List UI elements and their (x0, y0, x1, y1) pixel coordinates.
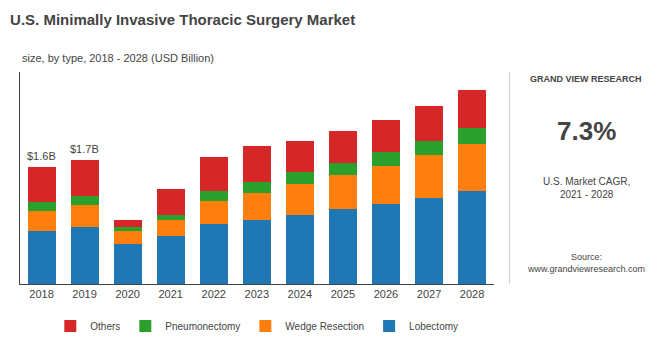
svg-text:Pneumonectomy: Pneumonectomy (165, 321, 240, 332)
svg-text:U.S. Minimally Invasive Thorac: U.S. Minimally Invasive Thoracic Surgery… (10, 11, 355, 28)
svg-text:Lobectomy: Lobectomy (409, 321, 458, 332)
svg-text:2024: 2024 (288, 288, 312, 300)
svg-text:$1.7B: $1.7B (70, 143, 99, 155)
svg-text:size, by type, 2018 - 2028 (US: size, by type, 2018 - 2028 (USD Billion) (22, 52, 214, 64)
svg-text:2026: 2026 (374, 288, 398, 300)
svg-text:U.S. Market CAGR,2021 - 2028: U.S. Market CAGR,2021 - 2028 (543, 176, 630, 200)
svg-text:GRAND VIEW RESEARCH: GRAND VIEW RESEARCH (530, 74, 642, 84)
svg-text:2028: 2028 (460, 288, 484, 300)
svg-text:7.3%: 7.3% (557, 116, 616, 146)
svg-text:2025: 2025 (331, 288, 355, 300)
svg-text:Source:www.grandviewresearch.c: Source:www.grandviewresearch.com (527, 252, 645, 274)
svg-text:2027: 2027 (417, 288, 441, 300)
svg-text:Wedge Resection: Wedge Resection (285, 321, 364, 332)
svg-text:$1.6B: $1.6B (27, 150, 56, 162)
svg-text:2023: 2023 (245, 288, 269, 300)
svg-text:2019: 2019 (72, 288, 96, 300)
svg-text:Others: Others (90, 321, 120, 332)
svg-text:2018: 2018 (29, 288, 53, 300)
svg-text:2020: 2020 (115, 288, 139, 300)
svg-text:2022: 2022 (202, 288, 226, 300)
svg-text:2021: 2021 (158, 288, 182, 300)
